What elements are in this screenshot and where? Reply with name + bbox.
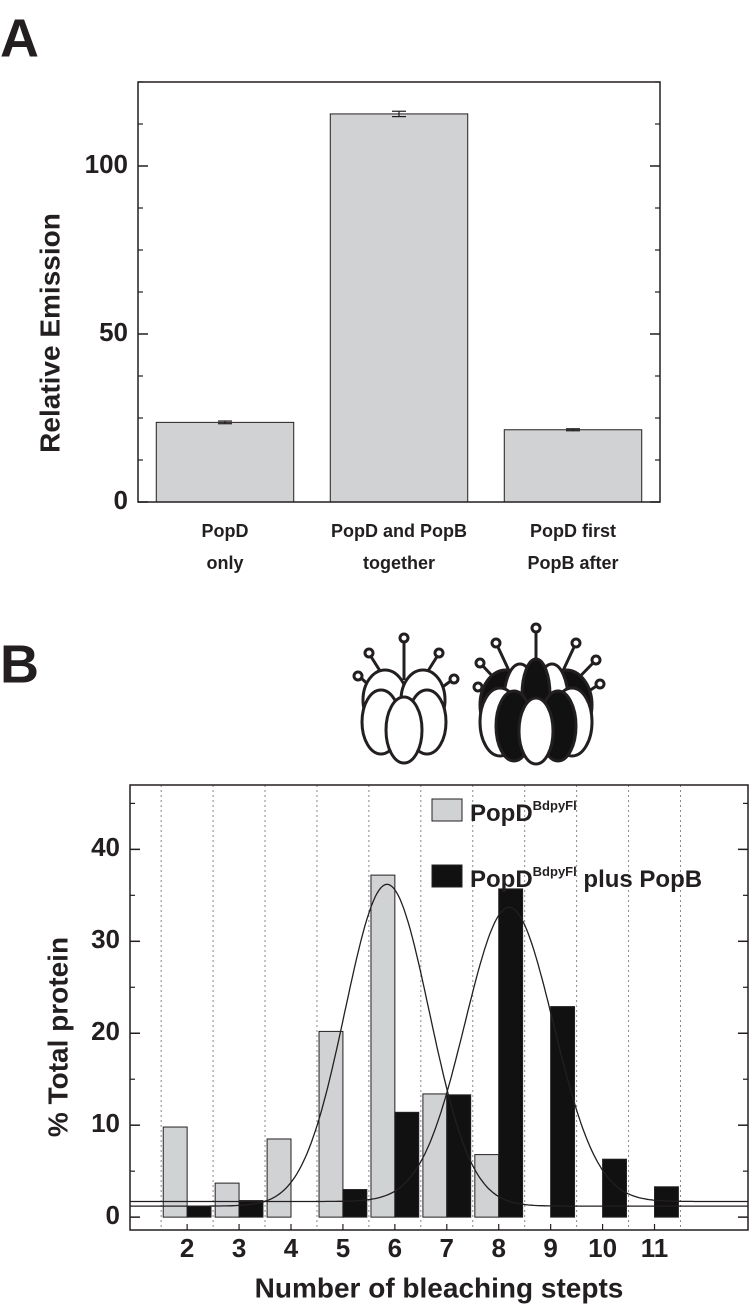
x-tick-label: 6 [388, 1233, 402, 1263]
panel-label: A [0, 8, 39, 68]
legend-superscript: BdpyFl [533, 798, 577, 813]
x-tick-label: 10 [588, 1233, 617, 1263]
bar [329, 113, 469, 503]
x-tick-label: 5 [336, 1233, 350, 1263]
fit-curve [130, 906, 748, 1203]
y-tick-label: 30 [91, 924, 120, 954]
bar [394, 1111, 420, 1218]
bar [446, 1094, 472, 1218]
y-tick-label: 100 [85, 149, 128, 179]
error-bar [218, 420, 232, 425]
bar [498, 888, 524, 1218]
bar [422, 1093, 448, 1218]
x-tick-label: PopD first [530, 521, 616, 541]
bar [602, 1158, 627, 1218]
x-tick-label: 8 [491, 1233, 505, 1263]
y-tick-label: 50 [99, 317, 128, 347]
y-tick-label: 0 [114, 485, 128, 515]
x-tick-label: 2 [180, 1233, 194, 1263]
error-bar [392, 110, 406, 118]
bar [162, 1126, 188, 1218]
legend-swatch [431, 864, 463, 888]
fit-curve [130, 883, 748, 1207]
x-tick-label: PopB after [527, 553, 618, 573]
panel-label: B [0, 634, 39, 694]
x-tick-label: PopD [202, 521, 249, 541]
x-tick-label: only [206, 553, 243, 573]
x-tick-label: 9 [543, 1233, 557, 1263]
oligomer-ring-icon [472, 622, 606, 766]
bar [342, 1189, 368, 1218]
x-axis-label: Number of bleaching stepts [255, 1272, 624, 1303]
y-tick-label: 10 [91, 1108, 120, 1138]
x-tick-label: 7 [440, 1233, 454, 1263]
legend-superscript: BdpyFl [533, 864, 577, 879]
error-bar [566, 428, 580, 432]
bar [503, 429, 643, 503]
bar [318, 1030, 344, 1218]
legend-name: PopD [470, 866, 533, 893]
x-tick-label: together [363, 553, 435, 573]
monomer-ring-icon [352, 632, 460, 765]
bar [266, 1138, 292, 1218]
legend-entry: PopDBdpyFl [470, 798, 577, 827]
bar [370, 874, 396, 1218]
x-tick-label: 3 [232, 1233, 246, 1263]
x-tick-label: 11 [641, 1233, 669, 1263]
plot-frame [129, 784, 749, 1231]
legend-name: PopD [470, 800, 533, 827]
legend-suffix: plus PopB [577, 866, 702, 893]
y-axis-label: Relative Emission [34, 213, 65, 453]
x-tick-label: 4 [284, 1233, 299, 1263]
bar [186, 1205, 212, 1218]
y-axis-label: % Total protein [42, 937, 73, 1137]
y-tick-label: 20 [91, 1016, 120, 1046]
bar [214, 1182, 240, 1218]
bar [654, 1186, 679, 1218]
legend-swatch [431, 798, 463, 822]
bar [155, 421, 295, 503]
y-tick-label: 0 [106, 1200, 120, 1230]
bar [550, 1006, 576, 1218]
legend-entry: PopDBdpyFl plus PopB [470, 864, 702, 893]
y-tick-label: 40 [91, 832, 120, 862]
x-tick-label: PopD and PopB [331, 521, 467, 541]
